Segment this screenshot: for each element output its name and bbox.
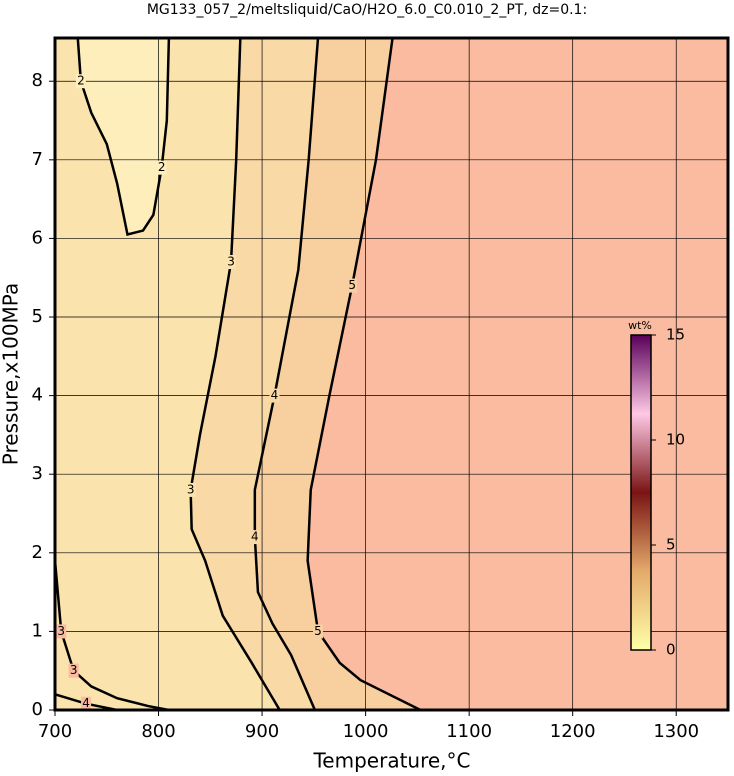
- contour-label: 4: [271, 388, 279, 402]
- contour-label-bg: [347, 278, 358, 293]
- contour-label: 3: [227, 255, 235, 269]
- x-tick-label: 1300: [653, 721, 699, 742]
- contour-label: 2: [77, 74, 85, 88]
- contour-fill: [77, 38, 169, 235]
- x-tick-label: 800: [141, 721, 175, 742]
- y-tick-label: 4: [32, 385, 43, 406]
- x-tick-label: 1100: [446, 721, 492, 742]
- contour-line: [306, 38, 422, 710]
- chart-title: MG133_057_2/meltsliquid/CaO/H2O_6.0_C0.0…: [147, 2, 587, 18]
- colorbar-tick-label: 10: [666, 431, 685, 449]
- y-tick-label: 7: [32, 149, 43, 170]
- contour-label-bg: [185, 482, 196, 497]
- contour-label: 3: [187, 482, 195, 496]
- x-axis-label: Temperature,°C: [312, 749, 470, 773]
- contour-line: [253, 38, 320, 710]
- y-tick-label: 8: [32, 70, 43, 91]
- x-tick-label: 700: [38, 721, 72, 742]
- contour-label: 5: [314, 624, 322, 638]
- contour-label-bg: [68, 663, 79, 678]
- plot-frame: [53, 36, 730, 712]
- contour-label: 5: [348, 278, 356, 292]
- x-tick-label: 900: [245, 721, 279, 742]
- contour-label-bg: [56, 624, 67, 639]
- contour-label: 3: [70, 663, 78, 677]
- x-tick-label: 1000: [343, 721, 389, 742]
- contour-label: 4: [82, 696, 90, 710]
- y-tick-label: 1: [32, 620, 43, 641]
- contour-label-bg: [81, 696, 92, 710]
- y-tick-label: 2: [32, 542, 43, 563]
- contour-label-bg: [269, 388, 280, 403]
- colorbar: [630, 334, 652, 651]
- contour-label-bg: [249, 530, 260, 545]
- colorbar-tick-label: 0: [666, 641, 676, 659]
- plot-area: 5 5 4 4 3 3 2 2 3 3 4: [55, 38, 728, 710]
- contour-label: 4: [251, 530, 259, 544]
- overlay: 700 800 900 1000 1100 1200 1300 0 1 2 3 4 5 6 7 8 wt% 0 5 1…: [32, 36, 730, 742]
- contour-label-bg: [75, 74, 86, 89]
- contour-label-bg: [156, 160, 167, 175]
- contour-label: 2: [158, 160, 166, 174]
- colorbar-label: wt%: [628, 319, 652, 332]
- contour-label-bg: [312, 624, 323, 639]
- contour-fill: [55, 38, 280, 710]
- y-axis-label: Pressure,x100MPa: [0, 283, 23, 465]
- x-tick-label: 1200: [550, 721, 596, 742]
- contour-line: [76, 38, 171, 237]
- colorbar-tick-label: 5: [666, 536, 676, 554]
- y-tick-label: 3: [32, 463, 43, 484]
- y-tick-label: 0: [32, 699, 43, 720]
- y-tick-label: 6: [32, 227, 43, 248]
- y-tick-label: 5: [32, 306, 43, 327]
- contour-label: 3: [57, 624, 65, 638]
- contour-label-bg: [226, 255, 237, 269]
- colorbar-tick-label: 15: [666, 326, 685, 344]
